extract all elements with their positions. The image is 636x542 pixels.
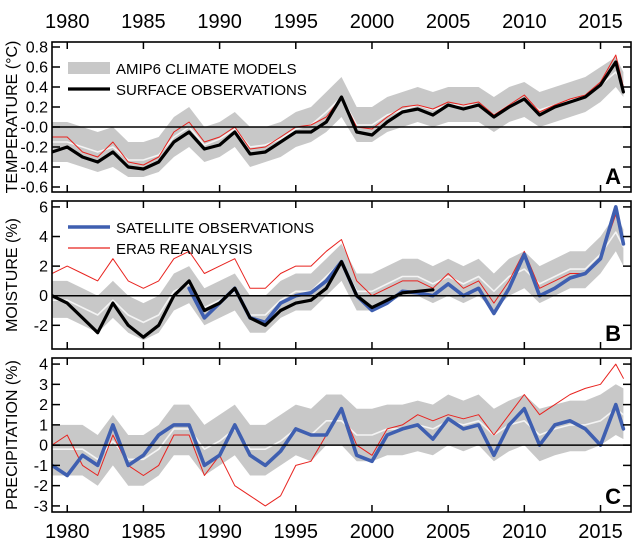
top-tick-label: 1980 bbox=[45, 11, 90, 33]
panel-letter: C bbox=[605, 484, 621, 509]
y-tick-label: 2 bbox=[39, 259, 48, 276]
legend-swatch-band bbox=[68, 62, 110, 74]
model-band bbox=[52, 57, 624, 177]
surface-observations-line bbox=[52, 260, 435, 339]
y-tick-label: 2 bbox=[39, 397, 48, 414]
y-axis-label: TEMPERATURE (°C) bbox=[4, 41, 21, 194]
satellite-observations-line bbox=[52, 402, 626, 478]
plot-frame bbox=[51, 200, 632, 350]
panel-letter: B bbox=[605, 321, 621, 346]
top-tick-label: 2000 bbox=[350, 11, 395, 33]
top-tick-label: 1990 bbox=[197, 11, 242, 33]
top-tick-label: 1985 bbox=[121, 11, 166, 33]
legend-label: ERA5 REANALYSIS bbox=[116, 241, 252, 258]
top-axis-tick-labels: 1980 1985 1990 1995 2000 2005 2010 2015 bbox=[45, 11, 623, 33]
y-tick-label: 0.8 bbox=[26, 40, 48, 57]
era5-line bbox=[52, 213, 624, 304]
y-tick-label: -2 bbox=[34, 478, 48, 495]
top-tick-label: 1995 bbox=[274, 11, 319, 33]
bottom-axis-tick-labels: 1980 1985 1990 1995 2000 2005 2010 2015 bbox=[45, 521, 623, 542]
surface-observations-line bbox=[52, 60, 625, 171]
top-tick-label: 2015 bbox=[578, 11, 623, 33]
top-tick-label: 2010 bbox=[502, 11, 547, 33]
bottom-tick-label: 1990 bbox=[197, 521, 242, 542]
bottom-tick-label: 2005 bbox=[426, 521, 471, 542]
y-tick-label: 4 bbox=[39, 229, 48, 246]
y-tick-label: -2 bbox=[34, 318, 48, 335]
model-band bbox=[52, 384, 624, 486]
panel-letter: A bbox=[605, 164, 621, 189]
y-tick-label: 0.4 bbox=[26, 80, 48, 97]
y-tick-label: 0.6 bbox=[26, 60, 48, 77]
bottom-tick-label: 2015 bbox=[578, 521, 623, 542]
y-tick-label: -0.0 bbox=[20, 120, 48, 137]
legend: SATELLITE OBSERVATIONS ERA5 REANALYSIS bbox=[68, 220, 314, 258]
bottom-tick-label: 1995 bbox=[274, 521, 319, 542]
legend-label: SURFACE OBSERVATIONS bbox=[116, 82, 307, 99]
plot-frame bbox=[51, 357, 632, 513]
panel-c: 4 3 2 1 0 -1 -2 -3 PRECIPITATION (%) C bbox=[4, 357, 632, 515]
model-band bbox=[52, 214, 624, 341]
y-tick-label: 1 bbox=[39, 417, 48, 434]
panel-b: 6 4 2 0 -2 MOISTURE (%) B SATELLITE OBSERVATION… bbox=[4, 199, 632, 350]
y-tick-label: -0.4 bbox=[20, 160, 48, 177]
legend-label: AMIP6 CLIMATE MODELS bbox=[116, 61, 297, 78]
y-tick-label: -3 bbox=[34, 498, 48, 515]
y-tick-label: -0.6 bbox=[20, 180, 48, 197]
y-tick-label: 3 bbox=[39, 377, 48, 394]
y-tick-label: 0.2 bbox=[26, 100, 48, 117]
y-tick-label: -0.2 bbox=[20, 140, 48, 157]
legend-label: SATELLITE OBSERVATIONS bbox=[116, 220, 314, 237]
y-tick-label: 0 bbox=[39, 288, 48, 305]
y-tick-label: -1 bbox=[34, 458, 48, 475]
bottom-tick-label: 2000 bbox=[350, 521, 395, 542]
top-tick-label: 2005 bbox=[426, 11, 471, 33]
y-tick-label: 0 bbox=[39, 438, 48, 455]
bottom-tick-label: 2010 bbox=[502, 521, 547, 542]
plot-frame bbox=[51, 41, 632, 193]
y-tick-label: 4 bbox=[39, 357, 48, 374]
y-tick-label: 6 bbox=[39, 199, 48, 216]
y-axis-label: PRECIPITATION (%) bbox=[4, 360, 21, 510]
bottom-tick-label: 1985 bbox=[121, 521, 166, 542]
legend: AMIP6 CLIMATE MODELS SURFACE OBSERVATIONS bbox=[68, 61, 307, 99]
y-axis-label: MOISTURE (%) bbox=[4, 218, 21, 332]
bottom-tick-label: 1980 bbox=[45, 521, 90, 542]
panel-a: 0.8 0.6 0.4 0.2 -0.0 -0.2 -0.4 -0.6TEMPERATURE … bbox=[4, 40, 632, 197]
